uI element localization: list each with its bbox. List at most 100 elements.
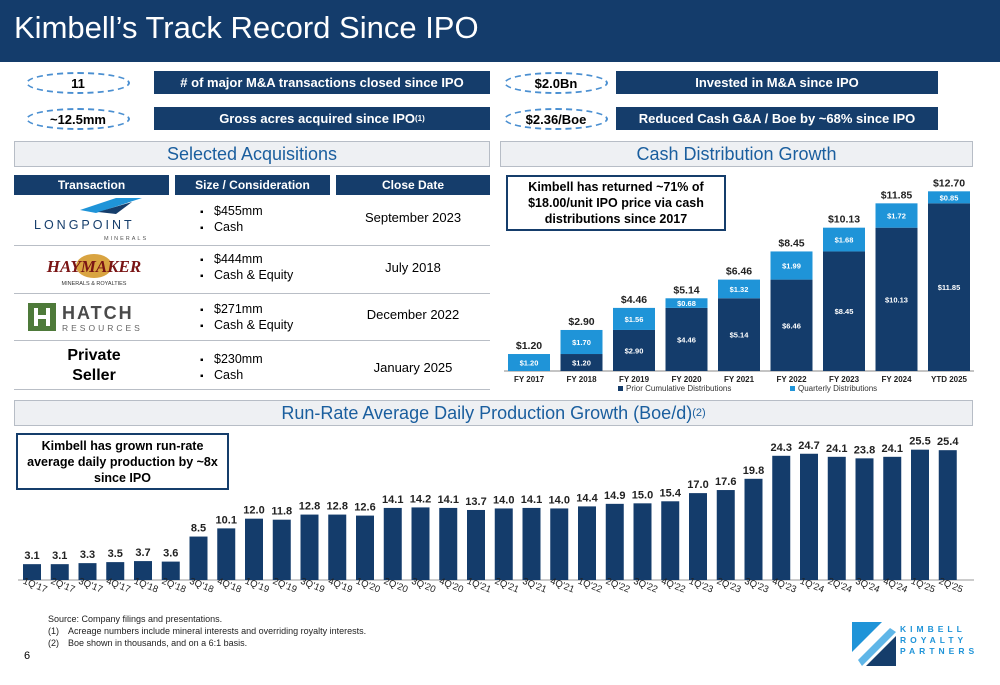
acq-3-date: December 2022 [366,307,460,322]
row-divider [14,340,490,341]
acq-1-size: $455mm [200,204,263,220]
quarterly-distribution-label: $0.68 [677,299,696,308]
hatch-icon: HATCH RESOURCES [28,303,143,333]
quarter-tick-label: 1Q'20 [354,576,381,596]
total-distribution-label: $10.13 [828,214,860,226]
production-bar [605,503,624,580]
x-tick-label: FY 2023 [829,375,860,384]
quarter-tick-label: 3Q'18 [188,576,215,596]
hatch-subtext: RESOURCES [62,323,143,333]
acq-3-terms: $271mm Cash & Equity [200,302,293,334]
quarter-tick-label: 2Q'23 [715,576,742,596]
x-tick-label: FY 2024 [881,375,912,384]
production-value-label: 12.6 [354,502,375,514]
longpoint-subtext: MINERALS [104,236,148,242]
prior-distribution-bar [928,203,970,371]
production-bar [245,518,263,580]
longpoint-wordmark: LONGPOINT [34,218,135,232]
quarter-tick-label: 1Q'24 [798,576,825,596]
quarter-tick-label: 4Q'24 [882,576,909,596]
quarter-tick-label: 3Q'24 [854,576,881,596]
quarterly-distribution-label: $1.70 [572,338,591,347]
acq-1-date: September 2023 [364,210,462,225]
production-bar [744,478,763,580]
stat-label-acres: Gross acres acquired since IPO (1) [154,107,490,130]
production-value-label: 3.7 [135,547,150,559]
quarter-tick-label: 2Q'18 [160,576,187,596]
quarter-tick-label: 4Q'21 [549,576,576,596]
production-bar [50,564,69,580]
prior-distribution-bar [770,279,813,371]
production-value-label: 12.8 [299,501,320,513]
production-value-label: 24.1 [826,443,847,455]
page-number: 6 [24,650,31,662]
production-value-label: 8.5 [191,523,206,535]
production-heading: Run-Rate Average Daily Production Growth… [14,400,973,426]
production-bar [661,501,680,580]
stat-value-cash-ga: $2.36/Boe [504,108,608,130]
quarter-tick-label: 2Q'21 [493,576,520,596]
production-value-label: 14.0 [549,494,570,506]
acq-1-consideration: Cash [200,220,263,236]
production-bar [217,528,236,580]
stat-label-cash-ga: Reduced Cash G&A / Boe by ~68% since IPO [616,107,938,130]
production-bar [23,564,41,580]
page-title: Kimbell’s Track Record Since IPO [14,10,479,45]
x-tick-label: FY 2019 [619,375,650,384]
production-value-label: 3.5 [108,548,123,560]
quarterly-distribution-label: $1.56 [625,315,644,324]
quarter-tick-label: 3Q'19 [299,576,326,596]
production-bar [855,458,874,580]
production-value-label: 13.7 [465,496,486,508]
quarterly-distribution-label: $0.85 [940,193,959,202]
production-value-label: 23.8 [854,444,875,456]
legend-label-quarterly: Quarterly Distributions [798,384,877,393]
quarter-tick-label: 4Q'20 [438,576,465,596]
quarterly-distribution-bar [928,191,970,204]
title-banner [0,0,1000,62]
quarter-tick-label: 3Q'20 [410,576,437,596]
total-distribution-label: $12.70 [933,177,965,189]
total-distribution-label: $1.20 [516,340,542,352]
kimbell-icon [852,622,896,666]
stat-value-transactions: 11 [26,72,130,94]
quarter-tick-label: 2Q'19 [271,576,298,596]
production-bar [633,503,652,580]
production-bar [78,563,97,580]
footnote-2-text: Boe shown in thousands, and on a 6:1 bas… [68,638,248,648]
production-bar [134,561,152,580]
quarter-tick-label: 3Q'22 [632,576,659,596]
production-bar [550,508,569,580]
quarter-tick-label: 3Q'17 [77,576,104,596]
acq-3-size: $271mm [200,302,293,318]
quarterly-distribution-bar [875,203,918,228]
quarter-tick-label: 1Q'17 [21,576,48,596]
legend-swatch-quarterly [790,386,795,391]
hatch-wordmark: HATCH [62,303,134,323]
production-value-label: 25.5 [909,436,930,448]
quarter-tick-label: 2Q'20 [382,576,409,596]
total-distribution-label: $11.85 [881,189,913,201]
production-value-label: 17.0 [687,479,708,491]
quarter-tick-label: 3Q'23 [743,576,770,596]
acq-2-terms: $444mm Cash & Equity [200,252,293,284]
footnote-ref-2: (2) [692,407,706,419]
quarter-tick-label: 3Q'21 [521,576,548,596]
production-bar [328,514,347,580]
col-close-date: Close Date [336,175,490,195]
source-note: Source: Company filings and presentation… [48,614,223,624]
quarter-tick-label: 1Q'18 [132,576,159,596]
footnote-2: (2) Boe shown in thousands, and on a 6:1 … [48,638,247,648]
prior-distribution-label: $2.90 [625,346,644,355]
x-tick-label: FY 2021 [724,375,755,384]
prior-distribution-bar [560,354,603,371]
prior-distribution-label: $4.46 [677,335,696,344]
total-distribution-label: $2.90 [568,316,594,328]
production-bar [383,507,402,580]
quarterly-distribution-bar [665,298,708,308]
production-value-label: 14.4 [576,492,598,504]
col-size: Size / Consideration [175,175,330,195]
quarter-tick-label: 1Q'19 [243,576,270,596]
production-bar [883,456,902,580]
col-transaction: Transaction [14,175,169,195]
